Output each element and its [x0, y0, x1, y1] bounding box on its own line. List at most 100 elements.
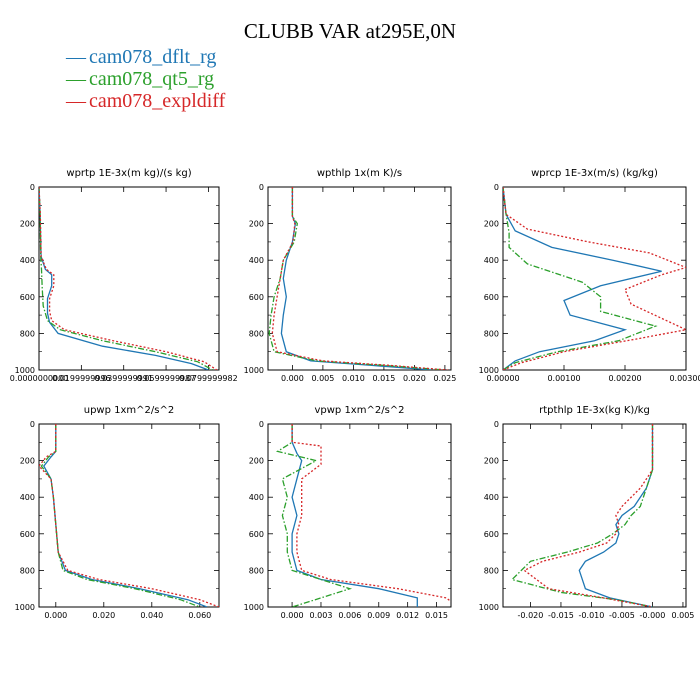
- x-tick-label: 0.0399999991: [94, 374, 153, 383]
- x-tick-label: 0.020: [92, 611, 115, 620]
- chart-panel: vpwp 1xm^2/s^2 0 200 400 600 800 1000 0.000 0.00…: [244, 405, 452, 620]
- x-tick-label: 0.0599999987: [137, 374, 196, 383]
- chart-panel: wprtp 1E-3x(m kg)/(s kg) 0 200 400 600 800 100…: [10, 168, 238, 383]
- x-tick-label: 0.00200: [608, 374, 641, 383]
- panel-title: wpthlp 1x(m K)/s: [317, 168, 402, 179]
- x-tick-label: 0.00000: [486, 374, 519, 383]
- series-line-cam078_expldiff: [503, 187, 686, 370]
- y-tick-label: 0: [30, 420, 35, 429]
- legend-item-qt5: — cam078_qt5_rg: [66, 68, 214, 90]
- y-tick-label: 400: [249, 256, 264, 265]
- x-tick-label: 0.005: [311, 374, 334, 383]
- x-tick-label: 0.040: [140, 611, 163, 620]
- x-tick-label: 0.060: [188, 611, 211, 620]
- chart-panel: upwp 1xm^2/s^2 0 200 400 600 800 1000 0.000 0.02…: [15, 405, 220, 620]
- series-line-cam078_qt5_rg: [268, 187, 445, 370]
- x-tick-label: -0.010: [579, 611, 605, 620]
- y-tick-label: 400: [20, 256, 35, 265]
- y-tick-label: 0: [30, 183, 35, 192]
- figure-title: CLUBB VAR at295E,0N: [243, 19, 457, 43]
- panel-title: vpwp 1xm^2/s^2: [314, 405, 404, 416]
- y-tick-label: 200: [249, 220, 264, 229]
- x-tick-label: 0.009: [367, 611, 390, 620]
- y-tick-label: 1000: [15, 603, 35, 612]
- legend-line-icon: —: [66, 46, 86, 68]
- y-tick-label: 1000: [244, 366, 264, 375]
- legend-line-icon: —: [66, 68, 86, 90]
- x-tick-label: 0.0799999982: [179, 374, 238, 383]
- y-tick-label: 1000: [244, 603, 264, 612]
- x-tick-label: 0.00300: [669, 374, 700, 383]
- series-line-cam078_dflt_rg: [39, 187, 209, 370]
- series-line-cam078_qt5_rg: [510, 424, 654, 607]
- y-tick-label: 400: [20, 493, 35, 502]
- series-line-cam078_expldiff: [271, 187, 448, 370]
- chart-panel: rtpthlp 1E-3x(kg K)/kg 0 200 400 600 800 1000 -…: [479, 405, 695, 620]
- legend-label: cam078_expldiff: [89, 90, 226, 112]
- x-tick-label: 0.010: [342, 374, 365, 383]
- panel-title: rtpthlp 1E-3x(kg K)/kg: [539, 405, 650, 416]
- x-tick-label: 0.005: [671, 611, 694, 620]
- y-tick-label: 800: [20, 329, 35, 338]
- chart-panel: wprcp 1E-3x(m/s) (kg/kg) 0 200 400 600 800 100…: [479, 168, 700, 383]
- x-tick-label: 0.006: [338, 611, 361, 620]
- series-line-cam078_dflt_rg: [578, 424, 654, 607]
- y-tick-label: 800: [484, 566, 499, 575]
- legend-label: cam078_dflt_rg: [89, 46, 217, 68]
- y-tick-label: 0: [494, 420, 499, 429]
- panel-title: upwp 1xm^2/s^2: [84, 405, 174, 416]
- y-tick-label: 800: [249, 566, 264, 575]
- y-tick-label: 0: [259, 420, 264, 429]
- series-line-cam078_qt5_rg: [39, 187, 213, 370]
- panel-title: wprcp 1E-3x(m/s) (kg/kg): [531, 168, 658, 179]
- x-tick-label: -0.015: [548, 611, 574, 620]
- panel-frame: [502, 186, 687, 371]
- y-tick-label: 400: [484, 256, 499, 265]
- chart-panel: wpthlp 1x(m K)/s 0 200 400 600 800 1000 0.000 0.…: [244, 168, 457, 383]
- y-tick-label: 0: [494, 183, 499, 192]
- x-tick-label: 0.015: [372, 374, 395, 383]
- y-tick-label: 600: [484, 530, 499, 539]
- legend-item-expldiff: — cam078_expldiff: [66, 90, 225, 112]
- y-tick-label: 800: [484, 329, 499, 338]
- series-line-cam078_qt5_rg: [40, 424, 201, 607]
- panel-frame: [38, 186, 220, 371]
- y-tick-label: 800: [20, 566, 35, 575]
- y-tick-label: 200: [249, 457, 264, 466]
- x-tick-label: 0.0000000000: [10, 374, 69, 383]
- series-line-cam078_dflt_rg: [503, 187, 662, 370]
- x-tick-label: -0.000: [640, 611, 666, 620]
- y-tick-label: 200: [20, 220, 35, 229]
- x-tick-label: 0.025: [433, 374, 456, 383]
- x-tick-label: 0.000: [44, 611, 67, 620]
- y-tick-label: 200: [20, 457, 35, 466]
- x-tick-label: 0.0199999996: [52, 374, 111, 383]
- x-tick-label: -0.020: [518, 611, 544, 620]
- legend-label: cam078_qt5_rg: [89, 68, 215, 90]
- panel-frame: [267, 186, 452, 371]
- x-tick-label: 0.012: [396, 611, 419, 620]
- y-tick-label: 800: [249, 329, 264, 338]
- series-line-cam078_qt5_rg: [503, 187, 658, 370]
- panel-frame: [38, 423, 220, 608]
- y-tick-label: 600: [20, 293, 35, 302]
- x-tick-label: 0.00100: [547, 374, 580, 383]
- panel-title: wprtp 1E-3x(m kg)/(s kg): [66, 168, 191, 179]
- y-tick-label: 0: [259, 183, 264, 192]
- y-tick-label: 1000: [479, 366, 499, 375]
- panel-frame: [502, 423, 687, 608]
- series-line-cam078_qt5_rg: [275, 424, 353, 607]
- x-tick-label: 0.000: [281, 374, 304, 383]
- series-line-cam078_dflt_rg: [291, 424, 418, 607]
- y-tick-label: 600: [249, 530, 264, 539]
- y-tick-label: 200: [484, 457, 499, 466]
- x-tick-label: -0.005: [609, 611, 635, 620]
- y-tick-label: 400: [249, 493, 264, 502]
- x-tick-label: 0.000: [281, 611, 304, 620]
- x-tick-label: 0.003: [310, 611, 333, 620]
- y-tick-label: 600: [20, 530, 35, 539]
- series-line-cam078_dflt_rg: [43, 424, 208, 607]
- y-tick-label: 600: [484, 293, 499, 302]
- legend-item-dflt: — cam078_dflt_rg: [66, 46, 216, 68]
